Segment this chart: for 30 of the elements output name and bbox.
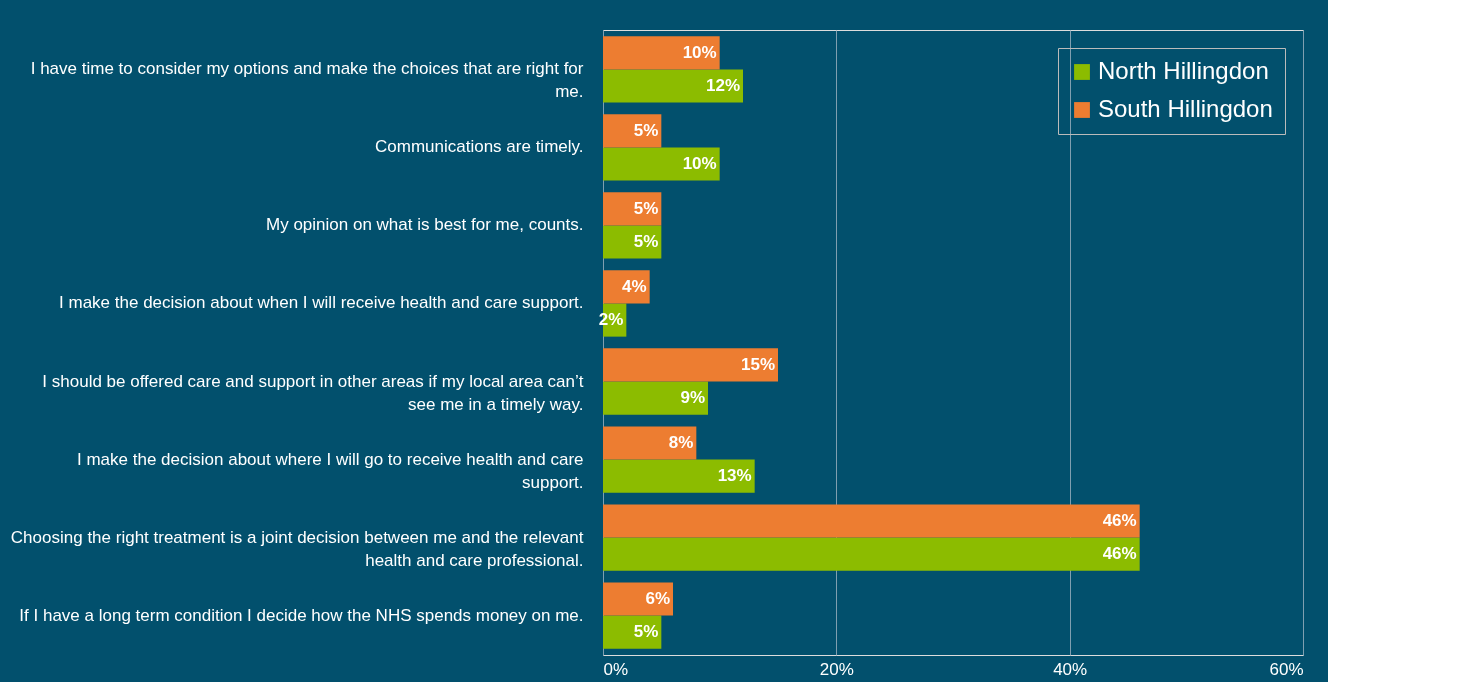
data-label: 5% (633, 120, 659, 140)
data-label: 12% (705, 75, 740, 95)
data-label: 5% (633, 232, 659, 252)
data-label: 8% (668, 432, 694, 452)
x-tick-label: 0% (603, 659, 629, 679)
y-tick-label: I make the decision about when I will receive health and care support. (59, 293, 584, 313)
data-label: 10% (682, 154, 717, 174)
data-label: 15% (740, 354, 775, 374)
data-label: 5% (633, 198, 659, 218)
data-label: 10% (682, 42, 717, 62)
data-label: 13% (717, 466, 752, 486)
legend-label: North Hillingdon (1098, 57, 1269, 84)
data-label: 46% (1102, 544, 1137, 564)
y-tick-label: Communications are timely. (375, 137, 584, 157)
data-label: 5% (633, 622, 659, 642)
data-label: 46% (1102, 510, 1137, 530)
y-tick-label: My opinion on what is best for me, counts. (266, 215, 584, 235)
y-tick-label: I make the decision about where I will go to receive health and care support. (76, 449, 584, 492)
data-label: 4% (622, 276, 647, 296)
y-tick-label: Choosing the right treatment is a joint decision between me and the relevant health and care professional. (10, 527, 584, 570)
data-label: 6% (645, 589, 670, 609)
data-label: 9% (680, 388, 705, 408)
legend-label: South Hillingdon (1098, 95, 1273, 122)
data-label: 2% (598, 310, 624, 330)
x-tick-label: 60% (1269, 659, 1304, 679)
y-tick-label: I have time to consider my options and make the choices that are right for me. (30, 59, 584, 102)
x-tick-label: 20% (819, 659, 854, 679)
y-tick-label: I should be offered care and support in other areas if my local area can’t see me in a timely way. (42, 371, 584, 414)
x-tick-label: 40% (1053, 659, 1088, 679)
y-tick-label: If I have a long term condition I decide how the NHS spends money on me. (19, 605, 584, 625)
